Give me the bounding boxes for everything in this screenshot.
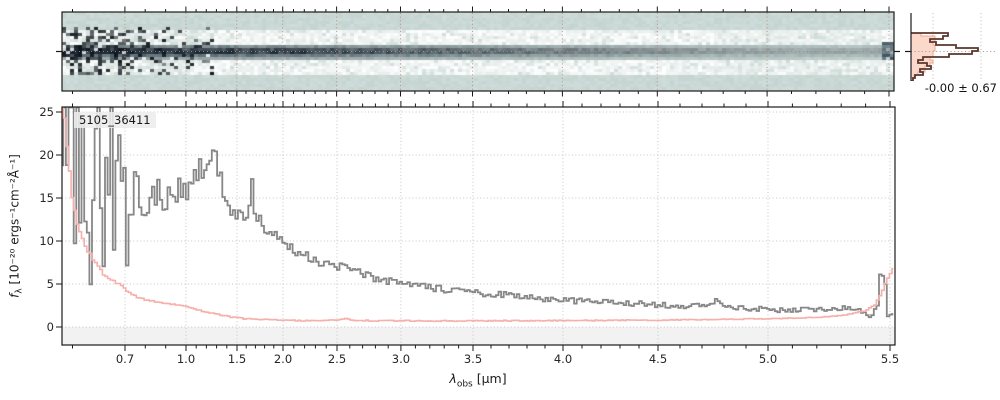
- x-tick-label: 2.5: [328, 352, 346, 366]
- x-tick-label: 5.0: [759, 352, 777, 366]
- lambda-subscript: obs: [456, 379, 473, 390]
- x-tick-label: 2.0: [274, 352, 292, 366]
- x-tick-label: 1.0: [177, 352, 195, 366]
- y-tick-label: 20: [39, 148, 54, 162]
- y-tick-label: 5: [47, 277, 54, 291]
- spectrum-line: [62, 107, 894, 319]
- x-tick-label: 0.7: [116, 352, 134, 366]
- profile-data-hist: [911, 32, 979, 82]
- lambda-symbol: λ: [449, 371, 457, 386]
- y-tick-label: 15: [39, 191, 54, 205]
- object-id-text: 5105_36411: [79, 113, 151, 127]
- uncertainty-line: [62, 107, 894, 323]
- x-tick-label: 3.0: [392, 352, 410, 366]
- 2d-panel-frame: [61, 11, 895, 92]
- y-tick-label: 10: [39, 234, 54, 248]
- flux-symbol: f: [7, 293, 22, 298]
- x-axis-label: λobs [μm]: [418, 371, 538, 390]
- x-tick-label: 3.5: [464, 352, 482, 366]
- main-plot: 0.7 1.0 1.5 2.0 2.5 3.0 3.5 4.0 4.5 5.0 5.5 0 5 10 15 2…: [39, 101, 899, 366]
- y-axis-units: [10⁻²⁰ ergs⁻¹cm⁻²Å⁻¹]: [7, 154, 22, 289]
- 2d-panel-overlay: [56, 6, 900, 97]
- profile-histogram-panel: [905, 13, 997, 89]
- main-plot-frame: [61, 106, 896, 346]
- x-axis-units: [μm]: [472, 371, 507, 386]
- zero-shade-band: [62, 327, 895, 345]
- x-tick-label: 4.0: [554, 352, 572, 366]
- profile-stats-text: -0.00 ± 0.67: [924, 81, 997, 95]
- profile-stats-label: -0.00 ± 0.67: [903, 81, 997, 96]
- object-id-label: 5105_36411: [74, 112, 156, 128]
- y-tick-label: 25: [39, 105, 54, 119]
- flux-subscript: λ: [14, 288, 25, 294]
- y-axis-label: fλ [10⁻²⁰ ergs⁻¹cm⁻²Å⁻¹]: [7, 154, 24, 298]
- x-tick-label: 4.5: [649, 352, 667, 366]
- x-tick-label: 1.5: [228, 352, 246, 366]
- x-tick-label: 5.5: [881, 352, 899, 366]
- y-tick-label: 0: [47, 320, 54, 334]
